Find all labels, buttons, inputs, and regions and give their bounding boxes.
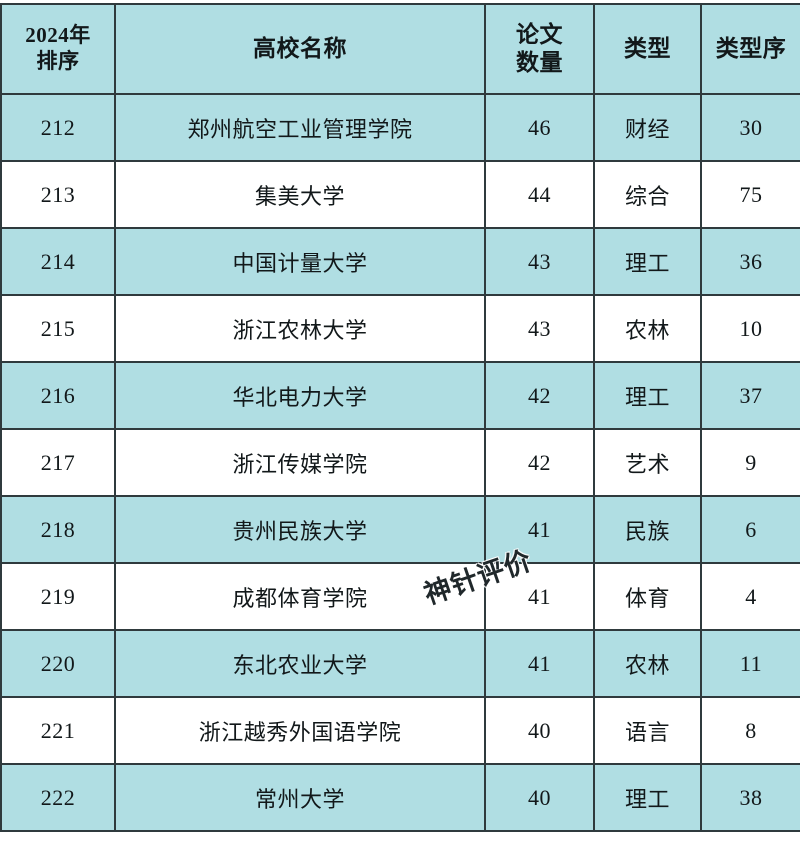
cell-paper-count: 46 — [484, 93, 595, 162]
cell-rank: 221 — [0, 696, 116, 765]
cell-type-rank: 36 — [700, 227, 800, 296]
cell-paper-count: 42 — [484, 428, 595, 497]
cell-paper-count: 41 — [484, 562, 595, 631]
cell-type-rank: 11 — [700, 629, 800, 698]
table-row: 222 常州大学 40 理工 38 — [0, 763, 800, 832]
ranking-table-container: 2024年 排序 高校名称 论文 数量 类型 类型序 212 郑州航空工业管理学院… — [0, 3, 800, 832]
cell-rank: 215 — [0, 294, 116, 363]
cell-rank: 216 — [0, 361, 116, 430]
cell-university-name: 中国计量大学 — [114, 227, 486, 296]
table-row: 213 集美大学 44 综合 75 — [0, 160, 800, 229]
cell-type-rank: 6 — [700, 495, 800, 564]
column-header-paper-count-line2: 数量 — [516, 50, 563, 75]
cell-rank: 214 — [0, 227, 116, 296]
table-row: 218 贵州民族大学 41 民族 6 — [0, 495, 800, 564]
column-header-university-name: 高校名称 — [114, 3, 486, 95]
cell-type-rank: 9 — [700, 428, 800, 497]
cell-paper-count: 43 — [484, 294, 595, 363]
cell-type: 理工 — [593, 227, 702, 296]
cell-type-rank: 37 — [700, 361, 800, 430]
cell-rank: 217 — [0, 428, 116, 497]
cell-type: 财经 — [593, 93, 702, 162]
cell-university-name: 成都体育学院 — [114, 562, 486, 631]
cell-university-name: 浙江越秀外国语学院 — [114, 696, 486, 765]
column-header-paper-count: 论文 数量 — [484, 3, 595, 95]
cell-paper-count: 44 — [484, 160, 595, 229]
cell-paper-count: 41 — [484, 495, 595, 564]
cell-university-name: 浙江农林大学 — [114, 294, 486, 363]
cell-type-rank: 10 — [700, 294, 800, 363]
cell-university-name: 常州大学 — [114, 763, 486, 832]
cell-university-name: 贵州民族大学 — [114, 495, 486, 564]
cell-university-name: 东北农业大学 — [114, 629, 486, 698]
cell-rank: 212 — [0, 93, 116, 162]
cell-rank: 218 — [0, 495, 116, 564]
cell-type: 农林 — [593, 294, 702, 363]
cell-type: 艺术 — [593, 428, 702, 497]
column-header-rank-line1: 2024年 — [25, 23, 91, 48]
cell-rank: 220 — [0, 629, 116, 698]
cell-university-name: 浙江传媒学院 — [114, 428, 486, 497]
cell-paper-count: 43 — [484, 227, 595, 296]
cell-type-rank: 38 — [700, 763, 800, 832]
column-header-rank: 2024年 排序 — [0, 3, 116, 95]
cell-paper-count: 41 — [484, 629, 595, 698]
cell-type: 民族 — [593, 495, 702, 564]
cell-type: 农林 — [593, 629, 702, 698]
cell-paper-count: 42 — [484, 361, 595, 430]
cell-type-rank: 75 — [700, 160, 800, 229]
cell-rank: 213 — [0, 160, 116, 229]
cell-type: 综合 — [593, 160, 702, 229]
cell-type: 体育 — [593, 562, 702, 631]
cell-type-rank: 30 — [700, 93, 800, 162]
cell-university-name: 郑州航空工业管理学院 — [114, 93, 486, 162]
table-row: 214 中国计量大学 43 理工 36 — [0, 227, 800, 296]
table-row: 220 东北农业大学 41 农林 11 — [0, 629, 800, 698]
university-paper-ranking-table: 2024年 排序 高校名称 论文 数量 类型 类型序 212 郑州航空工业管理学院… — [0, 3, 800, 832]
cell-type-rank: 4 — [700, 562, 800, 631]
cell-university-name: 华北电力大学 — [114, 361, 486, 430]
cell-paper-count: 40 — [484, 763, 595, 832]
table-header-row: 2024年 排序 高校名称 论文 数量 类型 类型序 — [0, 3, 800, 95]
table-row: 215 浙江农林大学 43 农林 10 — [0, 294, 800, 363]
cell-university-name: 集美大学 — [114, 160, 486, 229]
table-row: 219 成都体育学院 41 体育 4 — [0, 562, 800, 631]
column-header-rank-line2: 排序 — [36, 49, 80, 73]
cell-paper-count: 40 — [484, 696, 595, 765]
cell-type: 理工 — [593, 361, 702, 430]
column-header-type-rank: 类型序 — [700, 3, 800, 95]
cell-type-rank: 8 — [700, 696, 800, 765]
cell-rank: 219 — [0, 562, 116, 631]
table-row: 216 华北电力大学 42 理工 37 — [0, 361, 800, 430]
column-header-type: 类型 — [593, 3, 702, 95]
table-row: 217 浙江传媒学院 42 艺术 9 — [0, 428, 800, 497]
cell-rank: 222 — [0, 763, 116, 832]
table-body: 212 郑州航空工业管理学院 46 财经 30 213 集美大学 44 综合 75 214 中国计量大… — [0, 93, 800, 832]
cell-type: 语言 — [593, 696, 702, 765]
table-row: 221 浙江越秀外国语学院 40 语言 8 — [0, 696, 800, 765]
cell-type: 理工 — [593, 763, 702, 832]
table-row: 212 郑州航空工业管理学院 46 财经 30 — [0, 93, 800, 162]
column-header-paper-count-line1: 论文 — [516, 21, 563, 47]
